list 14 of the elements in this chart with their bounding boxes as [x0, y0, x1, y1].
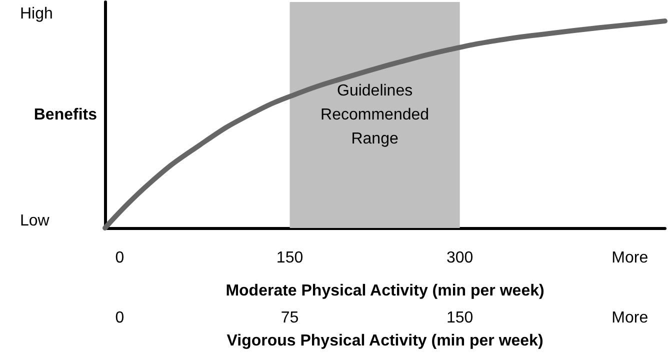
x2-axis-title: Vigorous Physical Activity (min per week) [226, 332, 544, 350]
x-tick-label: More [612, 250, 648, 266]
x-tick-label: 0 [115, 250, 124, 266]
x2-tick-label: 75 [280, 310, 299, 326]
y-axis-title: Benefits [34, 106, 98, 124]
x-tick-label: 150 [276, 250, 304, 266]
band-label: Guidelines Recommended Range [320, 82, 430, 148]
text: High [20, 6, 53, 22]
x-tick-label: 300 [446, 250, 474, 266]
x2-tick-label: More [612, 310, 648, 326]
text: Low [20, 212, 50, 230]
x-axis-title: Moderate Physical Activity (min per week) [226, 282, 544, 300]
x2-tick-label: 0 [115, 310, 124, 326]
x2-tick-label: 150 [446, 310, 474, 326]
